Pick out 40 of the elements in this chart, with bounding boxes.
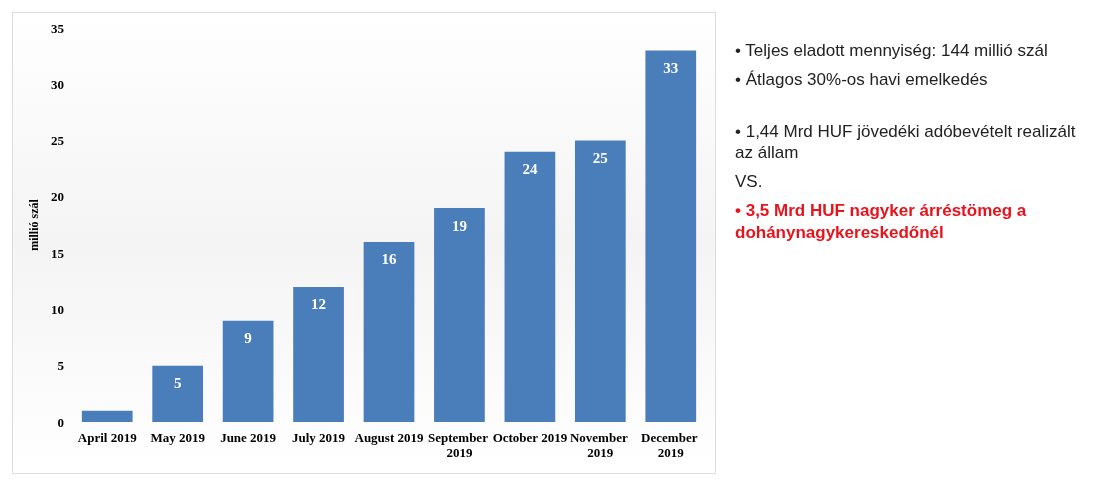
text: • Teljes eladott mennyiség: 144 millió szál — [735, 40, 1049, 62]
bar — [222, 320, 274, 422]
y-axis-title: millió szál — [27, 198, 41, 251]
y-tick-label: 5 — [57, 358, 65, 374]
x-tick-label: April 2019 — [77, 430, 138, 445]
text: • 3,5 Mrd HUF nagyker árréstömeg a dohánynagykereskedőnél — [735, 200, 1028, 243]
text: • Átlagos 30%-os havi emelkedés — [735, 69, 989, 91]
y-tick-label: 0 — [57, 414, 64, 430]
x-tick-label: November 2019 — [569, 430, 631, 460]
data-label: 33 — [663, 60, 679, 77]
data-label: 5 — [173, 375, 182, 392]
x-tick-label: June 2019 — [220, 430, 277, 445]
bar — [434, 208, 485, 422]
y-tick-label: 30 — [51, 76, 64, 92]
x-tick-label: May 2019 — [150, 430, 206, 445]
x-tick-label: December 2019 — [641, 430, 701, 460]
x-tick-label: August 2019 — [354, 430, 424, 445]
data-label: 16 — [381, 251, 397, 268]
y-tick-label: 35 — [51, 20, 65, 36]
text: • 1,44 Mrd HUF jövedéki adóbevételt realizált az állam — [735, 120, 1077, 163]
data-label: 12 — [311, 296, 327, 313]
bar — [363, 241, 415, 422]
data-label: 24 — [522, 161, 538, 178]
y-tick-label: 25 — [51, 133, 65, 149]
data-label: 25 — [592, 150, 608, 167]
y-tick-label: 15 — [51, 245, 65, 261]
bar — [574, 140, 626, 422]
bar — [645, 50, 697, 422]
x-tick-label: July 2019 — [292, 430, 346, 445]
text: VS. — [735, 171, 764, 193]
x-tick-label: September 2019 — [427, 430, 491, 460]
bar — [152, 365, 204, 422]
x-tick-label: October 2019 — [492, 430, 568, 445]
bar — [504, 151, 556, 422]
bar — [293, 286, 344, 422]
y-tick-label: 20 — [51, 189, 64, 205]
data-label: 19 — [451, 217, 467, 234]
bar — [81, 410, 133, 422]
data-label: 9 — [244, 330, 252, 347]
y-tick-label: 10 — [51, 301, 64, 317]
